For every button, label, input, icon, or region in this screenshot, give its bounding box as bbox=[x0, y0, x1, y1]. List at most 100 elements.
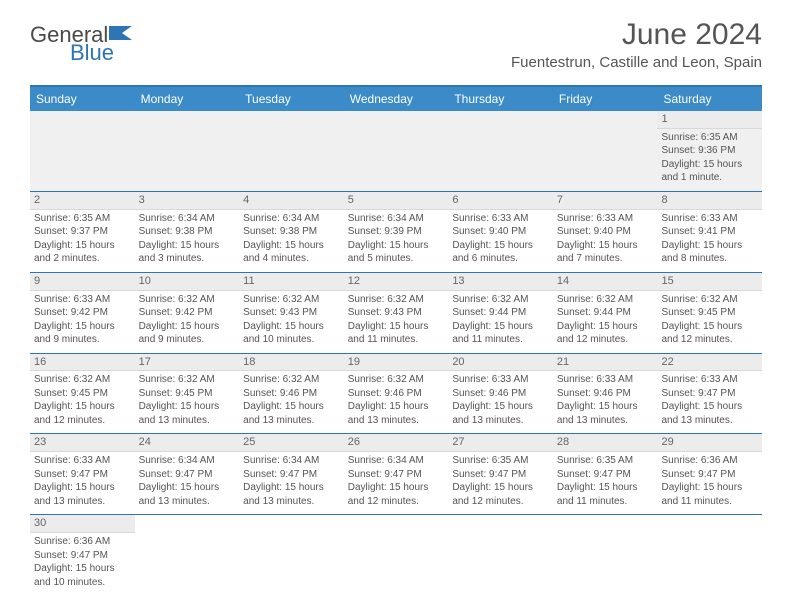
day-cell: 20Sunrise: 6:33 AMSunset: 9:46 PMDayligh… bbox=[448, 354, 553, 434]
calendar: SundayMondayTuesdayWednesdayThursdayFrid… bbox=[30, 85, 762, 595]
day-number: 5 bbox=[344, 192, 449, 210]
day-info: Sunrise: 6:34 AMSunset: 9:38 PMDaylight:… bbox=[139, 212, 236, 266]
day-info: Sunrise: 6:32 AMSunset: 9:44 PMDaylight:… bbox=[557, 293, 654, 347]
day-number: 7 bbox=[553, 192, 658, 210]
day-info: Sunrise: 6:36 AMSunset: 9:47 PMDaylight:… bbox=[661, 454, 758, 508]
day-cell: 14 Sunrise: 6:32 AMSunset: 9:44 PMDayligh… bbox=[553, 273, 658, 353]
day-cell: 6 Sunrise: 6:33 AMSunset: 9:40 PMDaylight… bbox=[448, 192, 553, 272]
day-info: Sunrise: 6:34 AMSunset: 9:47 PMDaylight:… bbox=[139, 454, 236, 508]
day-info: Sunrise: 6:33 AMSunset: 9:40 PMDaylight:… bbox=[557, 212, 654, 266]
day-cell-empty bbox=[344, 111, 449, 191]
logo-text: General Blue bbox=[30, 24, 134, 64]
day-number: 6 bbox=[448, 192, 553, 210]
day-number: 4 bbox=[239, 192, 344, 210]
day-info: Sunrise: 6:33 AMSunset: 9:42 PMDaylight:… bbox=[34, 293, 131, 347]
day-cell: 21Sunrise: 6:33 AMSunset: 9:46 PMDayligh… bbox=[553, 354, 658, 434]
logo: General Blue bbox=[30, 18, 134, 64]
day-number: 18 bbox=[239, 354, 344, 372]
day-number: 2 bbox=[30, 192, 135, 210]
day-info: Sunrise: 6:34 AMSunset: 9:47 PMDaylight:… bbox=[348, 454, 445, 508]
day-info: Sunrise: 6:35 AMSunset: 9:47 PMDaylight:… bbox=[557, 454, 654, 508]
day-cell-empty bbox=[30, 111, 135, 191]
day-info: Sunrise: 6:34 AMSunset: 9:47 PMDaylight:… bbox=[243, 454, 340, 508]
day-info: Sunrise: 6:32 AMSunset: 9:42 PMDaylight:… bbox=[139, 293, 236, 347]
week-row: 30 Sunrise: 6:36 AMSunset: 9:47 PMDayligh… bbox=[30, 515, 762, 595]
title-block: June 2024 Fuentestrun, Castille and Leon… bbox=[511, 18, 762, 71]
day-number: 23 bbox=[30, 434, 135, 452]
day-info: Sunrise: 6:33 AMSunset: 9:40 PMDaylight:… bbox=[452, 212, 549, 266]
day-info: Sunrise: 6:35 AMSunset: 9:37 PMDaylight:… bbox=[34, 212, 131, 266]
day-header-saturday: Saturday bbox=[657, 87, 762, 111]
day-info: Sunrise: 6:33 AMSunset: 9:47 PMDaylight:… bbox=[34, 454, 131, 508]
day-cell: 2 Sunrise: 6:35 AMSunset: 9:37 PMDaylight… bbox=[30, 192, 135, 272]
location-text: Fuentestrun, Castille and Leon, Spain bbox=[511, 54, 762, 71]
day-number: 13 bbox=[448, 273, 553, 291]
day-cell-empty bbox=[135, 111, 240, 191]
day-info: Sunrise: 6:34 AMSunset: 9:38 PMDaylight:… bbox=[243, 212, 340, 266]
header: General Blue June 2024 Fuentestrun, Cast… bbox=[0, 0, 792, 79]
day-info: Sunrise: 6:35 AMSunset: 9:47 PMDaylight:… bbox=[452, 454, 549, 508]
day-cell: 4 Sunrise: 6:34 AMSunset: 9:38 PMDaylight… bbox=[239, 192, 344, 272]
day-info: Sunrise: 6:33 AMSunset: 9:46 PMDaylight:… bbox=[452, 373, 549, 427]
day-cell: 22Sunrise: 6:33 AMSunset: 9:47 PMDayligh… bbox=[657, 354, 762, 434]
day-number: 19 bbox=[344, 354, 449, 372]
day-number: 15 bbox=[657, 273, 762, 291]
day-info: Sunrise: 6:33 AMSunset: 9:47 PMDaylight:… bbox=[661, 373, 758, 427]
day-info: Sunrise: 6:33 AMSunset: 9:41 PMDaylight:… bbox=[661, 212, 758, 266]
day-cell: 9 Sunrise: 6:33 AMSunset: 9:42 PMDaylight… bbox=[30, 273, 135, 353]
day-cell: 19Sunrise: 6:32 AMSunset: 9:46 PMDayligh… bbox=[344, 354, 449, 434]
day-info: Sunrise: 6:33 AMSunset: 9:46 PMDaylight:… bbox=[557, 373, 654, 427]
day-number: 29 bbox=[657, 434, 762, 452]
day-info: Sunrise: 6:32 AMSunset: 9:43 PMDaylight:… bbox=[243, 293, 340, 347]
week-row: 9 Sunrise: 6:33 AMSunset: 9:42 PMDaylight… bbox=[30, 273, 762, 354]
day-cell: 8 Sunrise: 6:33 AMSunset: 9:41 PMDaylight… bbox=[657, 192, 762, 272]
day-info: Sunrise: 6:36 AMSunset: 9:47 PMDaylight:… bbox=[34, 535, 131, 589]
day-header-thursday: Thursday bbox=[448, 87, 553, 111]
day-cell: 10Sunrise: 6:32 AMSunset: 9:42 PMDayligh… bbox=[135, 273, 240, 353]
day-header-row: SundayMondayTuesdayWednesdayThursdayFrid… bbox=[30, 87, 762, 111]
day-number: 8 bbox=[657, 192, 762, 210]
day-cell: 3 Sunrise: 6:34 AMSunset: 9:38 PMDaylight… bbox=[135, 192, 240, 272]
day-number: 14 bbox=[553, 273, 658, 291]
day-number: 30 bbox=[30, 515, 135, 533]
week-row: 16Sunrise: 6:32 AMSunset: 9:45 PMDayligh… bbox=[30, 354, 762, 435]
day-number: 12 bbox=[344, 273, 449, 291]
day-cell: 5 Sunrise: 6:34 AMSunset: 9:39 PMDaylight… bbox=[344, 192, 449, 272]
day-info: Sunrise: 6:32 AMSunset: 9:46 PMDaylight:… bbox=[243, 373, 340, 427]
week-row: 23 Sunrise: 6:33 AMSunset: 9:47 PMDayligh… bbox=[30, 434, 762, 515]
day-number: 20 bbox=[448, 354, 553, 372]
day-cell-empty bbox=[448, 111, 553, 191]
day-number: 16 bbox=[30, 354, 135, 372]
day-info: Sunrise: 6:35 AMSunset: 9:36 PMDaylight:… bbox=[661, 131, 758, 185]
day-cell: 1Sunrise: 6:35 AMSunset: 9:36 PMDaylight… bbox=[657, 111, 762, 191]
day-number: 11 bbox=[239, 273, 344, 291]
day-cell-empty bbox=[239, 111, 344, 191]
day-cell: 16Sunrise: 6:32 AMSunset: 9:45 PMDayligh… bbox=[30, 354, 135, 434]
week-row: 2 Sunrise: 6:35 AMSunset: 9:37 PMDaylight… bbox=[30, 192, 762, 273]
day-cell: 29 Sunrise: 6:36 AMSunset: 9:47 PMDayligh… bbox=[657, 434, 762, 514]
day-number: 3 bbox=[135, 192, 240, 210]
day-cell: 12 Sunrise: 6:32 AMSunset: 9:43 PMDayligh… bbox=[344, 273, 449, 353]
day-header-tuesday: Tuesday bbox=[239, 87, 344, 111]
day-number: 9 bbox=[30, 273, 135, 291]
day-number: 17 bbox=[135, 354, 240, 372]
day-cell: 24Sunrise: 6:34 AMSunset: 9:47 PMDayligh… bbox=[135, 434, 240, 514]
day-cell: 27 Sunrise: 6:35 AMSunset: 9:47 PMDayligh… bbox=[448, 434, 553, 514]
week-row: 1Sunrise: 6:35 AMSunset: 9:36 PMDaylight… bbox=[30, 111, 762, 192]
day-info: Sunrise: 6:32 AMSunset: 9:46 PMDaylight:… bbox=[348, 373, 445, 427]
day-number: 25 bbox=[239, 434, 344, 452]
day-info: Sunrise: 6:32 AMSunset: 9:45 PMDaylight:… bbox=[139, 373, 236, 427]
day-header-friday: Friday bbox=[553, 87, 658, 111]
day-cell: 26Sunrise: 6:34 AMSunset: 9:47 PMDayligh… bbox=[344, 434, 449, 514]
day-info: Sunrise: 6:32 AMSunset: 9:45 PMDaylight:… bbox=[34, 373, 131, 427]
day-cell: 11 Sunrise: 6:32 AMSunset: 9:43 PMDayligh… bbox=[239, 273, 344, 353]
day-cell-empty bbox=[553, 111, 658, 191]
day-number: 22 bbox=[657, 354, 762, 372]
day-info: Sunrise: 6:32 AMSunset: 9:45 PMDaylight:… bbox=[661, 293, 758, 347]
day-header-monday: Monday bbox=[135, 87, 240, 111]
day-number: 27 bbox=[448, 434, 553, 452]
day-cell: 17Sunrise: 6:32 AMSunset: 9:45 PMDayligh… bbox=[135, 354, 240, 434]
day-info: Sunrise: 6:34 AMSunset: 9:39 PMDaylight:… bbox=[348, 212, 445, 266]
day-info: Sunrise: 6:32 AMSunset: 9:43 PMDaylight:… bbox=[348, 293, 445, 347]
day-cell: 18Sunrise: 6:32 AMSunset: 9:46 PMDayligh… bbox=[239, 354, 344, 434]
